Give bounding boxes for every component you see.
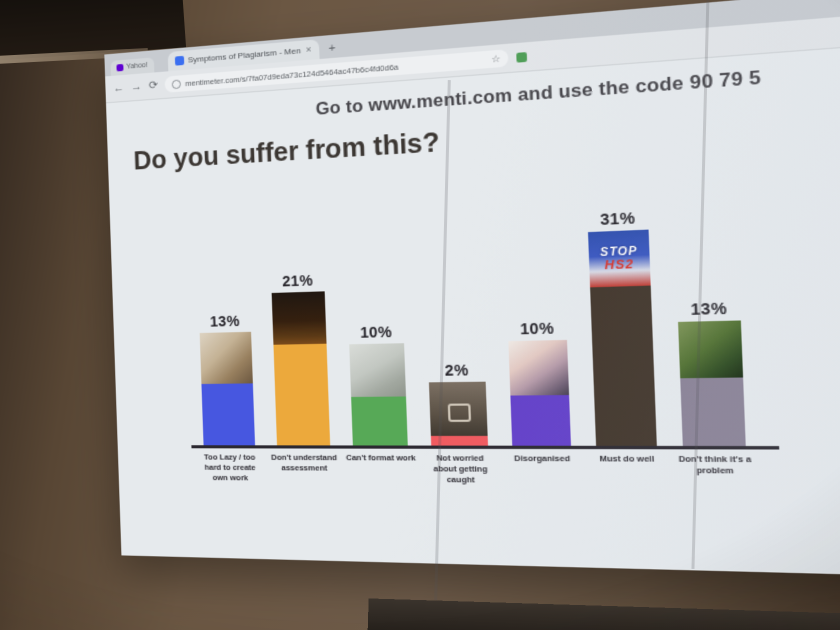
back-button[interactable]: ← — [113, 81, 125, 95]
messy-pile-photo — [508, 339, 570, 396]
extension-icon[interactable] — [516, 51, 528, 63]
bar-group: 10% — [508, 319, 571, 446]
bar-value-label: 21% — [282, 272, 314, 290]
bar-group: 2% — [428, 361, 489, 446]
bar-category-label: Not worried about getting caught — [433, 453, 488, 485]
tab-label: Symptoms of Plagiarism - Men — [187, 45, 301, 65]
yahoo-favicon-icon — [116, 63, 124, 72]
projected-browser-screen: Yahoo! Symptoms of Plagiarism - Men × + … — [104, 0, 840, 580]
bar-fill — [680, 377, 746, 447]
palm-foliage-photo — [678, 320, 744, 379]
bar-group: 13% — [199, 312, 256, 446]
poll-title: Do you suffer from this? — [133, 127, 441, 176]
bar-chart-labels: Too Lazy / too hard to create own work Do… — [204, 448, 752, 487]
bar-group: 13% — [677, 299, 746, 447]
bar-category-label: Must do well — [599, 453, 655, 464]
bar-fill — [590, 286, 657, 446]
forward-button[interactable]: → — [130, 80, 143, 93]
bar-value-label: 13% — [209, 312, 241, 330]
stop-hs2-poster: STOP HS2 — [588, 230, 651, 288]
bar-category-label: Don't understand assessment — [271, 452, 338, 473]
bar-group: 31% STOP HS2 — [587, 209, 657, 446]
bar-value-label: 2% — [444, 361, 469, 379]
tab-label: Yahoo! — [126, 61, 148, 71]
bar-category-label: Disorganised — [513, 453, 571, 464]
whiteboard-tray — [367, 598, 840, 630]
bar-group: 10% — [349, 323, 408, 446]
bar-category-label: Too Lazy / too hard to create own work — [203, 452, 256, 482]
bar-value-label: 10% — [359, 323, 393, 341]
bookmark-star-icon[interactable]: ☆ — [490, 52, 501, 65]
bar-chart-bars: 13% 21% 10% 2% 10% 31% STOP HS2 13% — [195, 184, 746, 447]
bar-value-label: 10% — [519, 319, 555, 338]
mentimeter-favicon-icon — [174, 55, 184, 66]
bar-fill — [273, 344, 331, 446]
bar-category-label: Don't think it's a problem — [678, 453, 752, 476]
bar-fill — [510, 395, 571, 446]
bar-chart: 13% 21% 10% 2% 10% 31% STOP HS2 13% Too Lazy / t… — [191, 184, 780, 488]
bar-fill — [201, 383, 256, 446]
sleeping-person-photo — [199, 332, 253, 385]
new-tab-button[interactable]: + — [328, 42, 336, 56]
bar-value-label: 13% — [690, 299, 728, 319]
reload-button[interactable]: ⟳ — [148, 78, 159, 92]
site-info-icon[interactable] — [171, 78, 182, 89]
bar-category-label: Can't format work — [345, 452, 416, 463]
bar-group: 21% — [271, 272, 331, 446]
bar-fill — [351, 396, 408, 446]
dark-exam-hall-photo — [271, 291, 327, 346]
mentimeter-slide: Go to www.menti.com and use the code 90 … — [105, 33, 840, 580]
stacked-papers-photo — [349, 343, 407, 397]
bar-value-label: 31% — [599, 209, 636, 229]
close-icon[interactable]: × — [305, 44, 312, 55]
poster-text: HS2 — [604, 258, 635, 273]
